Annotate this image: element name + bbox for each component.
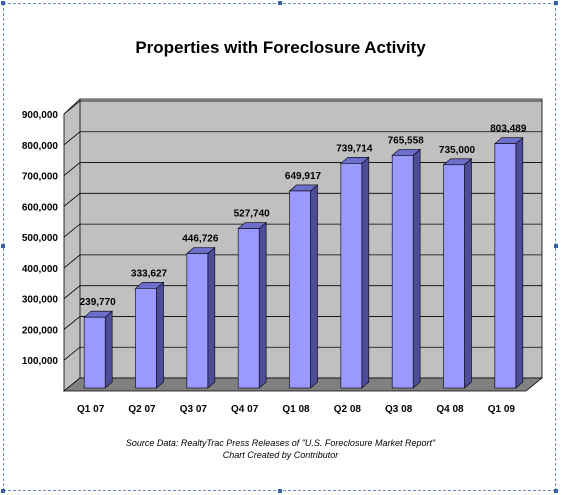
y-tick-label: 700,000 — [22, 172, 59, 183]
data-label: 239,770 — [80, 297, 117, 308]
y-axis-tick-labels: 100,000 200,000 300,000 400,000 500,000 600,0… — [22, 110, 59, 367]
bar-front — [340, 163, 363, 389]
bar-side — [464, 158, 472, 389]
x-tick-label: Q2 08 — [334, 404, 362, 415]
y-tick-label: 400,000 — [22, 264, 59, 275]
source-line-1: Source Data: RealtyTrac Press Releases o… — [125, 438, 436, 448]
bar-q4-07 — [237, 221, 267, 389]
x-tick-label: Q4 08 — [436, 404, 464, 415]
data-label: 649,917 — [285, 171, 322, 182]
bar-side — [361, 156, 370, 389]
gridline — [63, 223, 542, 238]
x-axis-tick-labels: Q1 07 Q2 07 Q3 07 Q4 07 Q1 08 Q2 08 Q3 08 Q4 08… — [77, 404, 515, 415]
data-label: 739,714 — [336, 143, 373, 154]
bar-q2-08 — [340, 156, 370, 389]
resize-handle-bottom-right[interactable] — [554, 489, 558, 493]
resize-handle-top-right[interactable] — [554, 1, 558, 5]
x-tick-label: Q1 09 — [488, 404, 516, 415]
y-tick-label: 800,000 — [22, 141, 59, 152]
bar-side — [412, 148, 421, 389]
bar-front — [237, 228, 260, 389]
bar-front — [135, 288, 157, 389]
data-label: 333,627 — [131, 268, 168, 279]
y-tick-label: 900,000 — [22, 110, 59, 121]
bar-side — [258, 221, 267, 389]
data-label: 803,489 — [490, 124, 527, 135]
x-tick-label: Q2 07 — [128, 404, 156, 415]
bar-q2-07 — [134, 281, 165, 389]
resize-handle-top-left[interactable] — [1, 1, 5, 5]
gridline — [63, 285, 542, 299]
gridline — [63, 316, 542, 330]
bar-front — [443, 164, 465, 389]
bar-side — [515, 137, 524, 389]
chart-title: Properties with Foreclosure Activity — [135, 38, 426, 57]
x-tick-label: Q1 08 — [282, 404, 310, 415]
resize-handle-left[interactable] — [1, 244, 5, 248]
x-tick-label: Q3 07 — [180, 404, 208, 415]
source-line-2: Chart Created by Contributor — [222, 450, 339, 460]
data-label: 765,558 — [388, 135, 425, 146]
bar-front — [391, 155, 414, 389]
gridline — [63, 100, 542, 115]
source-note: Source Data: RealtyTrac Press Releases o… — [0, 437, 561, 461]
y-tick-label: 100,000 — [22, 356, 59, 367]
x-tick-label: Q4 07 — [231, 404, 259, 415]
gridline — [63, 162, 542, 176]
bar-front — [494, 143, 517, 389]
bar-front — [289, 190, 311, 389]
y-tick-label: 600,000 — [22, 202, 59, 213]
bar-q3-08 — [391, 148, 421, 389]
bar-q1-08 — [288, 184, 319, 389]
data-label: 446,726 — [182, 234, 219, 245]
gridlines — [63, 100, 542, 361]
data-labels: 239,770 333,627 446,726 527,740 649,917 739,7… — [80, 124, 527, 309]
resize-handle-bottom[interactable] — [278, 489, 282, 493]
y-tick-label: 200,000 — [22, 325, 59, 336]
bar-side — [310, 184, 318, 389]
data-label: 527,740 — [234, 209, 271, 220]
gridline — [63, 192, 542, 207]
resize-handle-right[interactable] — [554, 244, 558, 248]
x-tick-label: Q3 08 — [385, 404, 413, 415]
y-tick-label: 500,000 — [22, 233, 59, 244]
bar-front — [83, 316, 106, 389]
resize-handle-bottom-left[interactable] — [1, 489, 5, 493]
bars — [83, 137, 524, 389]
gridline — [63, 346, 542, 361]
data-label: 735,000 — [439, 145, 476, 156]
bar-q1-07 — [83, 310, 113, 389]
bar-q1-09 — [494, 137, 524, 389]
bar-q3-07 — [186, 246, 216, 389]
resize-handle-top[interactable] — [278, 1, 282, 5]
bar-side — [104, 310, 113, 389]
y-tick-label: 300,000 — [22, 295, 59, 306]
bar-q4-08 — [442, 158, 473, 389]
bar-side — [207, 246, 216, 389]
x-tick-label: Q1 07 — [77, 404, 105, 415]
gridline — [63, 254, 542, 269]
bar-front — [186, 253, 209, 389]
gridline — [63, 131, 542, 146]
bar-side — [156, 281, 164, 389]
